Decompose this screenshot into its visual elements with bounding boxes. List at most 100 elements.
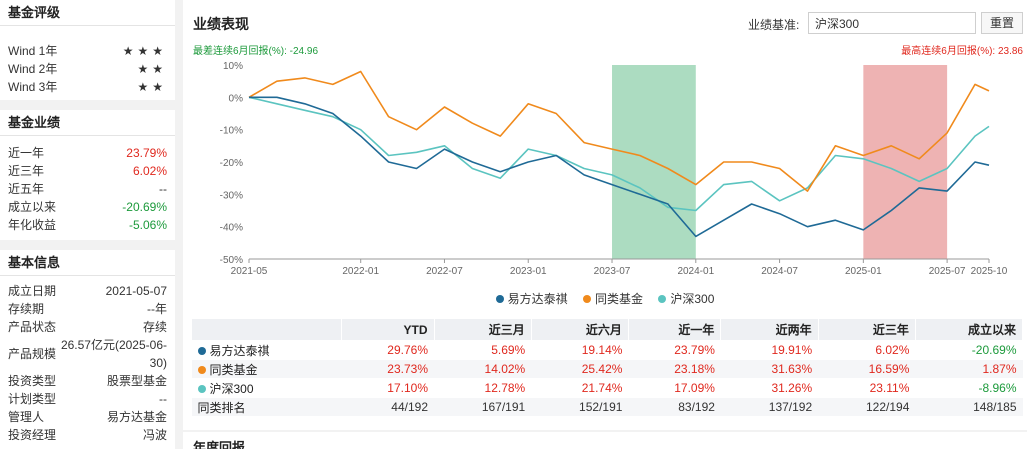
row-name: 易方达泰祺 — [191, 340, 342, 360]
table-cell: 19.91% — [720, 340, 819, 360]
table-cell: 6.02% — [818, 340, 916, 360]
table-row: 沪深300 17.10% 12.78% 21.74% 17.09% 31.26%… — [191, 378, 1023, 398]
table-row: 同类排名 44/192 167/191 152/191 83/192 137/1… — [191, 397, 1023, 417]
info-value: -- — [159, 392, 167, 406]
info-label: 产品规模 — [8, 347, 57, 361]
perf-value: 23.79% — [126, 146, 167, 160]
x-tick-label: 2025-01 — [845, 266, 882, 277]
table-cell: 25.42% — [531, 359, 629, 379]
rating-row: Wind 3年 ★★ — [8, 78, 167, 96]
perf-label: 近五年 — [8, 182, 45, 196]
table-row: 同类基金 23.73% 14.02% 25.42% 23.18% 31.63% … — [191, 359, 1023, 379]
table-cell: 14.02% — [434, 359, 532, 379]
series-dot — [197, 384, 206, 393]
series-dot — [197, 365, 206, 374]
info-value: 26.57亿元(2025-06- — [60, 338, 167, 352]
annual-return-title: 年度回报 — [193, 440, 246, 449]
table-header-row: YTD 近三月 近六月 近一年 近两年 近三年 成立以来 — [191, 318, 1024, 341]
row-name-label: 同类排名 — [197, 400, 246, 415]
table-cell: 19.14% — [531, 340, 629, 360]
legend-dot — [658, 295, 667, 303]
benchmark-input[interactable] — [808, 12, 976, 34]
x-tick-label: 2023-01 — [510, 266, 547, 277]
table-cell: 31.63% — [720, 359, 819, 379]
y-tick-label: -20% — [220, 158, 243, 169]
x-tick-label: 2022-07 — [426, 266, 463, 277]
performance-table: YTD 近三月 近六月 近一年 近两年 近三年 成立以来 易方达泰祺 29.76… — [191, 318, 1024, 417]
table-row: 易方达泰祺 29.76% 5.69% 19.14% 23.79% 19.91% … — [191, 340, 1023, 360]
perf-row: 近一年 23.79% — [8, 144, 167, 162]
perf-row: 年化收益 -5.06% — [8, 216, 167, 234]
info-label: 投资类型 — [8, 374, 57, 388]
basic-info-title: 基本信息 — [0, 250, 175, 276]
legend-label: 同类基金 — [594, 292, 643, 306]
row-name-label: 沪深300 — [209, 381, 254, 396]
info-label: 成立日期 — [8, 284, 57, 298]
legend-item-peer[interactable]: 同类基金 — [582, 290, 643, 307]
performance-title: 基金业绩 — [0, 110, 175, 136]
rating-stars: ★★★ — [122, 44, 167, 58]
table-header — [191, 318, 342, 341]
info-row: 存续期 --年 — [8, 300, 167, 318]
table-cell: 167/191 — [434, 397, 532, 417]
info-label: 存续期 — [8, 302, 45, 316]
perf-value: -20.69% — [122, 200, 167, 214]
info-label: 计划类型 — [8, 392, 57, 406]
info-value: 2021-05-07 — [105, 284, 167, 298]
rating-stars: ★★ — [137, 62, 167, 76]
y-tick-label: -10% — [220, 126, 243, 137]
table-cell: 23.18% — [628, 359, 721, 379]
row-name: 沪深300 — [191, 378, 342, 398]
table-cell: 1.87% — [915, 359, 1023, 379]
basic-info-panel: 基本信息 成立日期 2021-05-07 存续期 --年 产品状态 存续 产品规… — [0, 250, 175, 449]
table-cell: 21.74% — [531, 378, 629, 398]
table-header: YTD — [341, 318, 435, 341]
rating-stars: ★★ — [137, 80, 167, 94]
table-cell: 44/192 — [341, 397, 434, 417]
info-value: 股票型基金 — [106, 374, 167, 388]
best-6m-return: 最高连续6月回报(%): 23.86 — [901, 46, 1023, 57]
rating-row: Wind 2年 ★★ — [8, 60, 167, 78]
benchmark-label: 业绩基准: — [748, 18, 800, 32]
table-cell: 12.78% — [434, 378, 532, 398]
table-cell: 16.59% — [818, 359, 916, 379]
y-tick-label: 10% — [223, 61, 243, 72]
info-value: 冯波 — [142, 428, 167, 442]
perf-row: 成立以来 -20.69% — [8, 198, 167, 216]
table-header: 近三月 — [433, 318, 532, 341]
table-header: 近两年 — [720, 318, 819, 341]
perf-row: 近三年 6.02% — [8, 162, 167, 180]
panel-title: 业绩表现 — [193, 16, 249, 32]
table-header: 近一年 — [627, 318, 722, 341]
legend-item-index[interactable]: 沪深300 — [658, 290, 714, 307]
table-cell: 148/185 — [915, 397, 1023, 417]
table-cell: 17.09% — [628, 378, 721, 398]
perf-label: 年化收益 — [8, 218, 57, 232]
x-tick-label: 2022-01 — [342, 266, 379, 277]
rating-label: Wind 3年 — [8, 80, 58, 94]
table-header: 近三年 — [817, 318, 916, 341]
row-name: 同类基金 — [191, 359, 342, 379]
perf-value: -5.06% — [128, 218, 167, 232]
info-row: 投资经理 冯波 — [8, 426, 167, 444]
legend-item-fund[interactable]: 易方达泰祺 — [495, 290, 568, 307]
series-line-peer — [248, 70, 990, 192]
y-tick-label: 0% — [229, 93, 244, 104]
table-cell: 23.79% — [628, 340, 721, 360]
info-label: 管理人 — [8, 410, 45, 424]
info-row: 产品状态 存续 — [8, 318, 167, 336]
performance-line-chart: 10% 0% -10% -20% -30% -40% -50%2021-05 2022-01 2… — [220, 61, 1008, 277]
info-row: 产品规模 26.57亿元(2025-06- 30) — [8, 336, 167, 372]
annual-return-panel: 年度回报 — [183, 432, 1027, 449]
reset-button[interactable]: 重置 — [981, 12, 1023, 34]
perf-label: 近一年 — [8, 146, 45, 160]
row-name: 同类排名 — [191, 397, 342, 417]
perf-value: -- — [159, 182, 167, 196]
perf-label: 成立以来 — [8, 200, 57, 214]
table-cell: 31.26% — [720, 378, 819, 398]
performance-panel: 基金业绩 近一年 23.79% 近三年 6.02% 近五年 -- 成立以来 -2… — [0, 110, 175, 240]
info-row: 管理人 易方达基金 — [8, 408, 167, 426]
table-cell: -20.69% — [915, 340, 1023, 360]
table-cell: 152/191 — [531, 397, 629, 417]
worst-6m-return: 最差连续6月回报(%): -24.96 — [193, 46, 319, 57]
